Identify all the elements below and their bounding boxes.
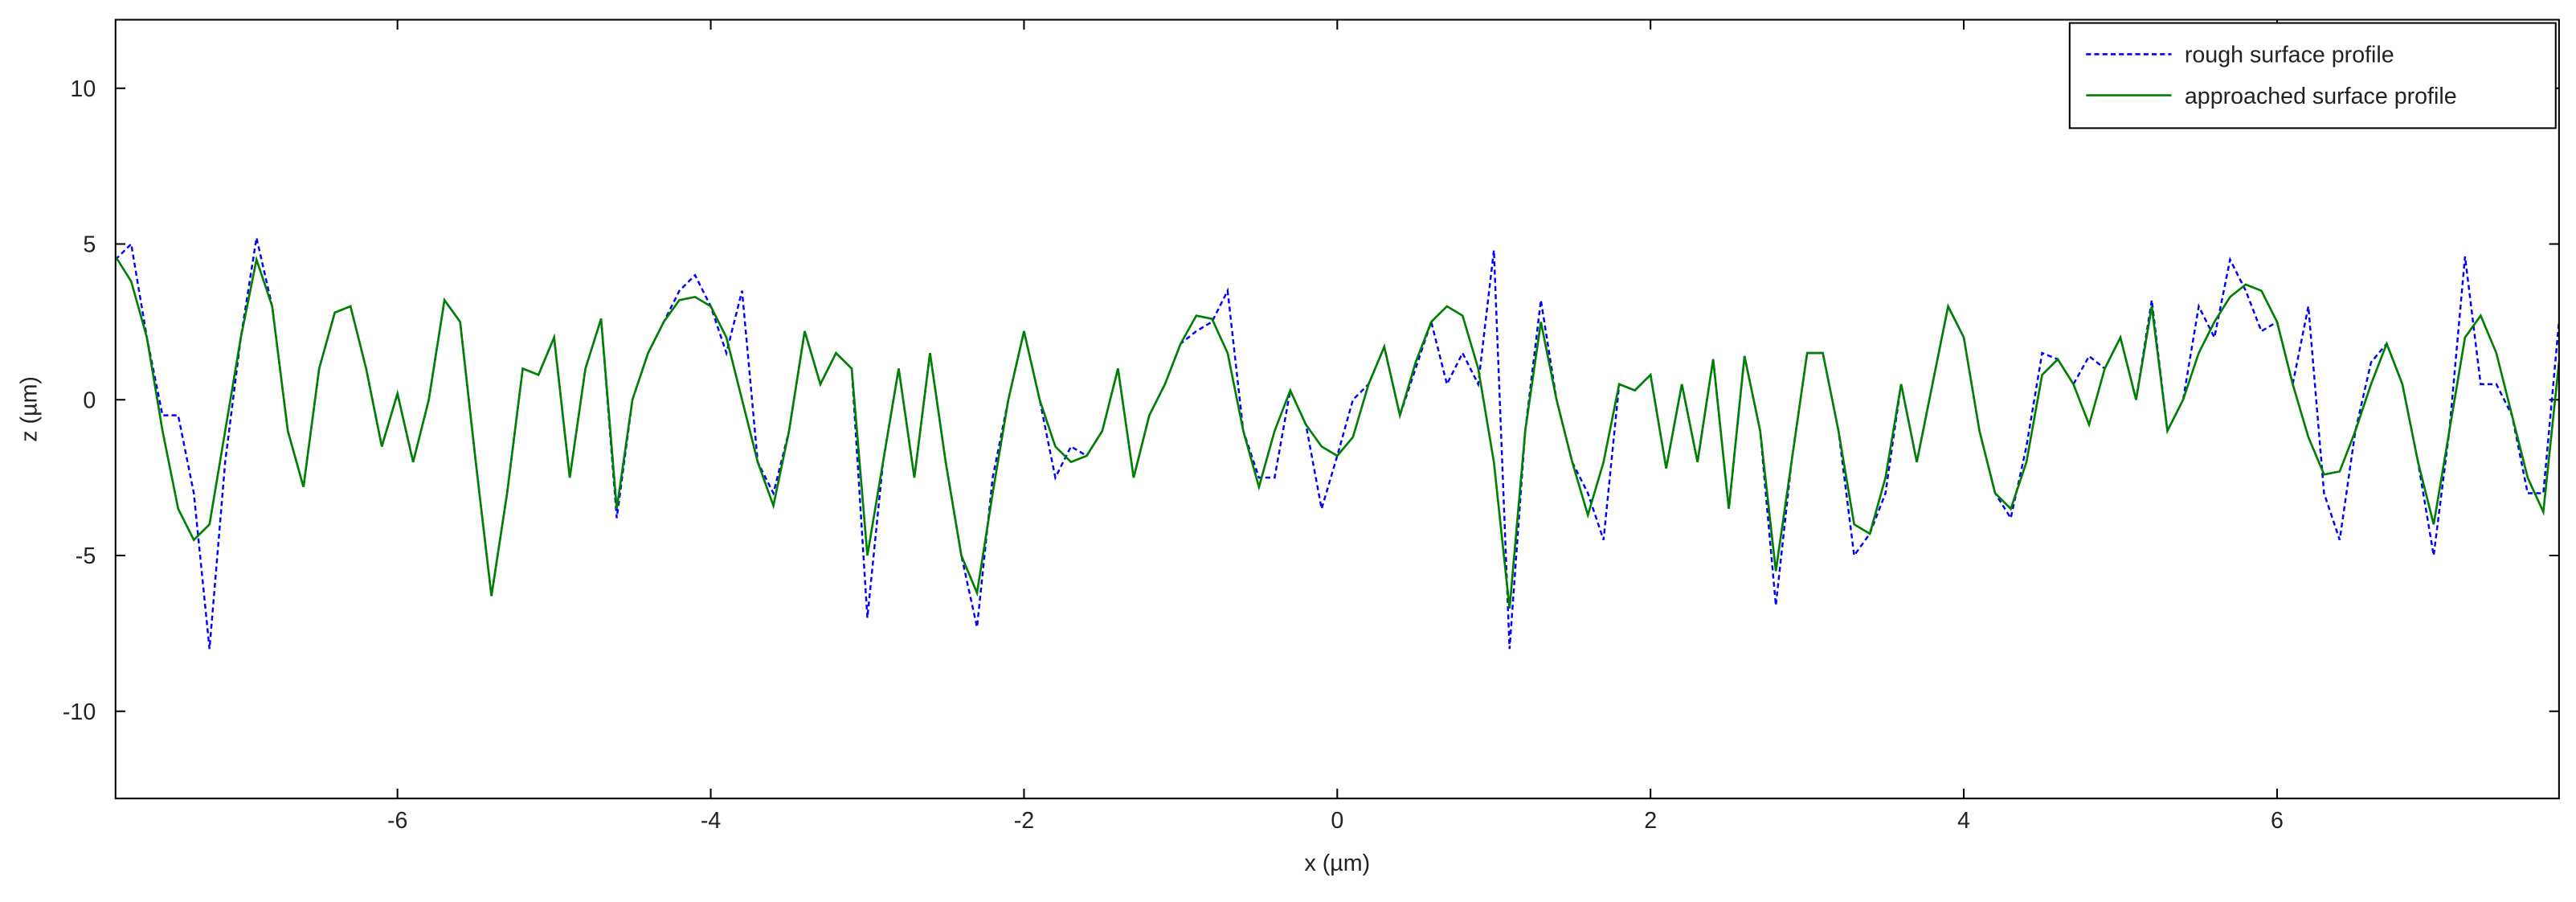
legend-label: rough surface profile (2185, 43, 2394, 68)
plot-frame (114, 18, 2560, 800)
x-tick-label: 2 (1644, 808, 1657, 834)
y-tick-label: 10 (70, 76, 96, 102)
x-tick-label: 4 (1957, 808, 1970, 834)
legend-label: approached surface profile (2185, 84, 2457, 109)
series-line (115, 237, 2559, 650)
series-line (115, 255, 2559, 609)
x-tick-label: -2 (1014, 808, 1034, 834)
x-tick-label: -6 (387, 808, 407, 834)
x-tick-label: 0 (1331, 808, 1343, 834)
x-tick-label: 6 (2271, 808, 2284, 834)
x-axis-label: x (µm) (1304, 851, 1370, 876)
y-axis-label: z (µm) (17, 376, 43, 442)
x-tick-label: -4 (701, 808, 722, 834)
legend-box (2068, 22, 2557, 129)
y-tick-label: -10 (63, 699, 96, 725)
y-tick-label: 0 (83, 387, 96, 413)
y-tick-label: -5 (76, 543, 96, 569)
y-tick-label: 5 (83, 232, 96, 258)
